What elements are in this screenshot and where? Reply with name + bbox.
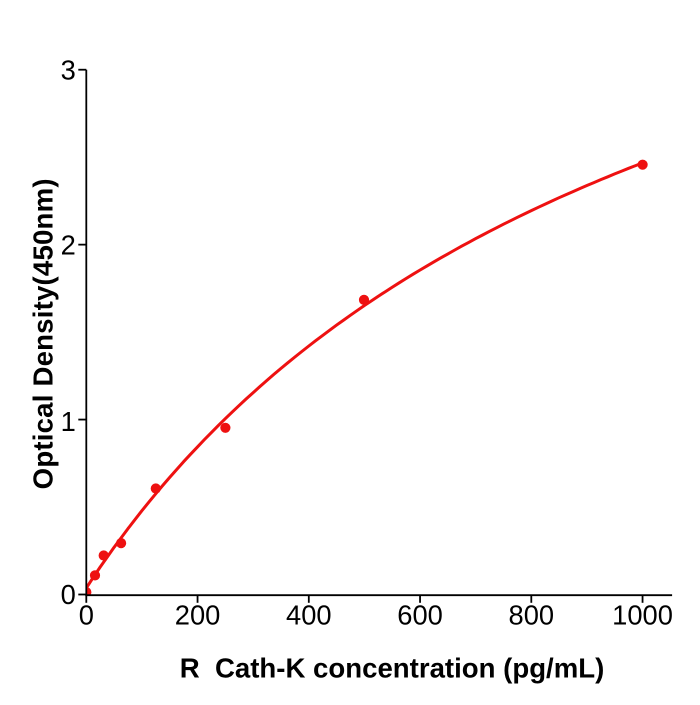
svg-text:3: 3: [61, 54, 76, 85]
svg-text:Optical Density(450nm): Optical Density(450nm): [27, 178, 58, 489]
svg-text:1000: 1000: [612, 600, 673, 631]
svg-text:R Cath-K concentration (pg/mL: R Cath-K concentration (pg/mL): [180, 653, 605, 684]
svg-text:200: 200: [175, 600, 221, 631]
svg-text:800: 800: [509, 600, 555, 631]
svg-text:1: 1: [61, 406, 76, 437]
svg-text:400: 400: [286, 600, 332, 631]
svg-text:600: 600: [397, 600, 443, 631]
svg-text:2: 2: [61, 229, 76, 260]
svg-text:0: 0: [79, 600, 94, 631]
svg-text:0: 0: [61, 579, 76, 610]
